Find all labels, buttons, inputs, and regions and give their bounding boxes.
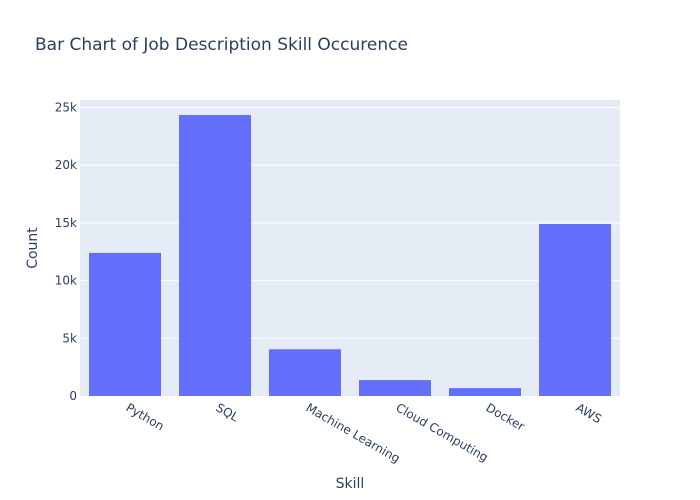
bar-docker bbox=[449, 388, 521, 396]
x-axis-title: Skill bbox=[336, 476, 365, 492]
y-axis-title: Count bbox=[25, 227, 41, 269]
y-tick-label: 0 bbox=[69, 389, 77, 403]
bar-python bbox=[89, 252, 161, 396]
y-tick-label: 15k bbox=[55, 216, 77, 230]
bars bbox=[89, 115, 611, 396]
bar-machine-learning bbox=[269, 349, 341, 396]
y-tick-label: 20k bbox=[55, 158, 77, 172]
chart-title: Bar Chart of Job Description Skill Occur… bbox=[35, 35, 408, 55]
bar-sql bbox=[179, 115, 251, 396]
y-axis-ticks: 0 5k 10k 15k 20k 25k bbox=[55, 101, 77, 403]
x-tick-label: AWS bbox=[574, 400, 604, 426]
x-tick-label: Machine Learning bbox=[304, 400, 403, 465]
y-tick-label: 25k bbox=[55, 101, 77, 115]
plot-area bbox=[80, 100, 620, 396]
x-tick-label: SQL bbox=[214, 400, 242, 424]
y-tick-label: 10k bbox=[55, 274, 77, 288]
gridlines bbox=[80, 107, 620, 339]
x-tick-label: Cloud Computing bbox=[394, 400, 491, 464]
x-tick-label: Docker bbox=[484, 400, 527, 433]
x-tick-label: Python bbox=[124, 400, 167, 433]
bar-aws bbox=[539, 224, 611, 396]
y-tick-label: 5k bbox=[62, 331, 77, 345]
bar-cloud-computing bbox=[359, 380, 431, 396]
